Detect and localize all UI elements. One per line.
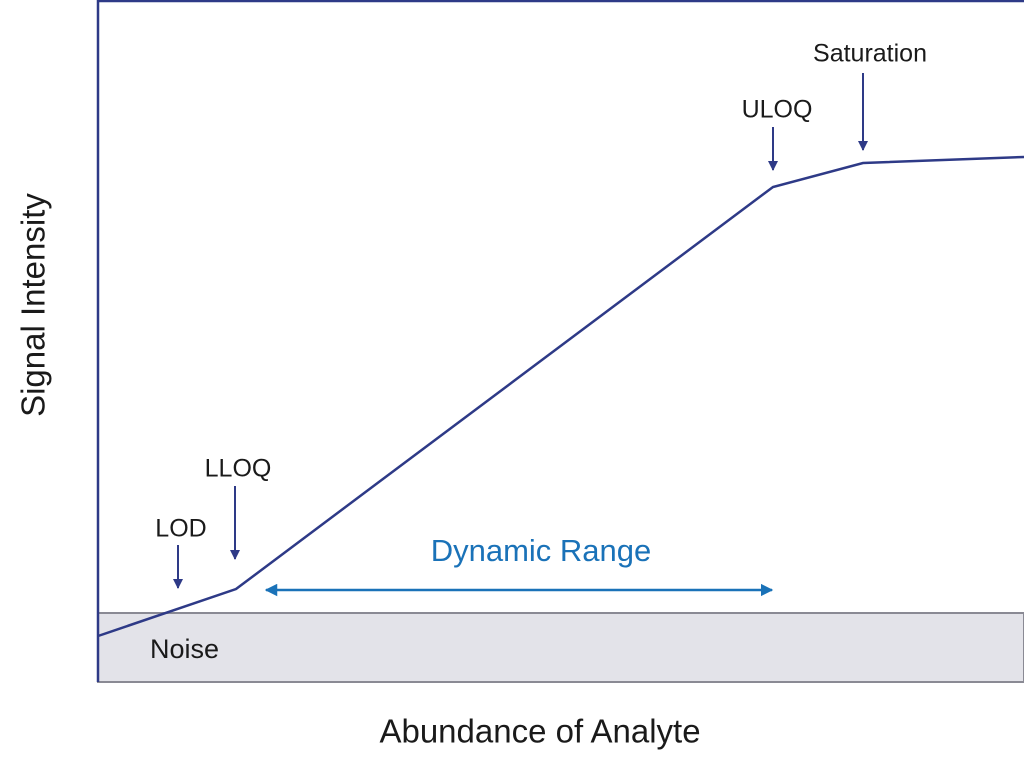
y-axis-label: Signal Intensity xyxy=(15,193,52,417)
lloq-label: LLOQ xyxy=(205,455,272,483)
x-axis-label: Abundance of Analyte xyxy=(379,713,700,750)
plot-frame xyxy=(96,0,1024,682)
lod-label: LOD xyxy=(155,515,206,543)
saturation-label: Saturation xyxy=(813,40,927,68)
response-curve xyxy=(97,155,1024,638)
noise-band xyxy=(97,612,1024,683)
dynamic-range-label: Dynamic Range xyxy=(431,533,652,568)
uloq-label: ULOQ xyxy=(742,96,813,124)
noise-label: Noise xyxy=(150,634,219,664)
